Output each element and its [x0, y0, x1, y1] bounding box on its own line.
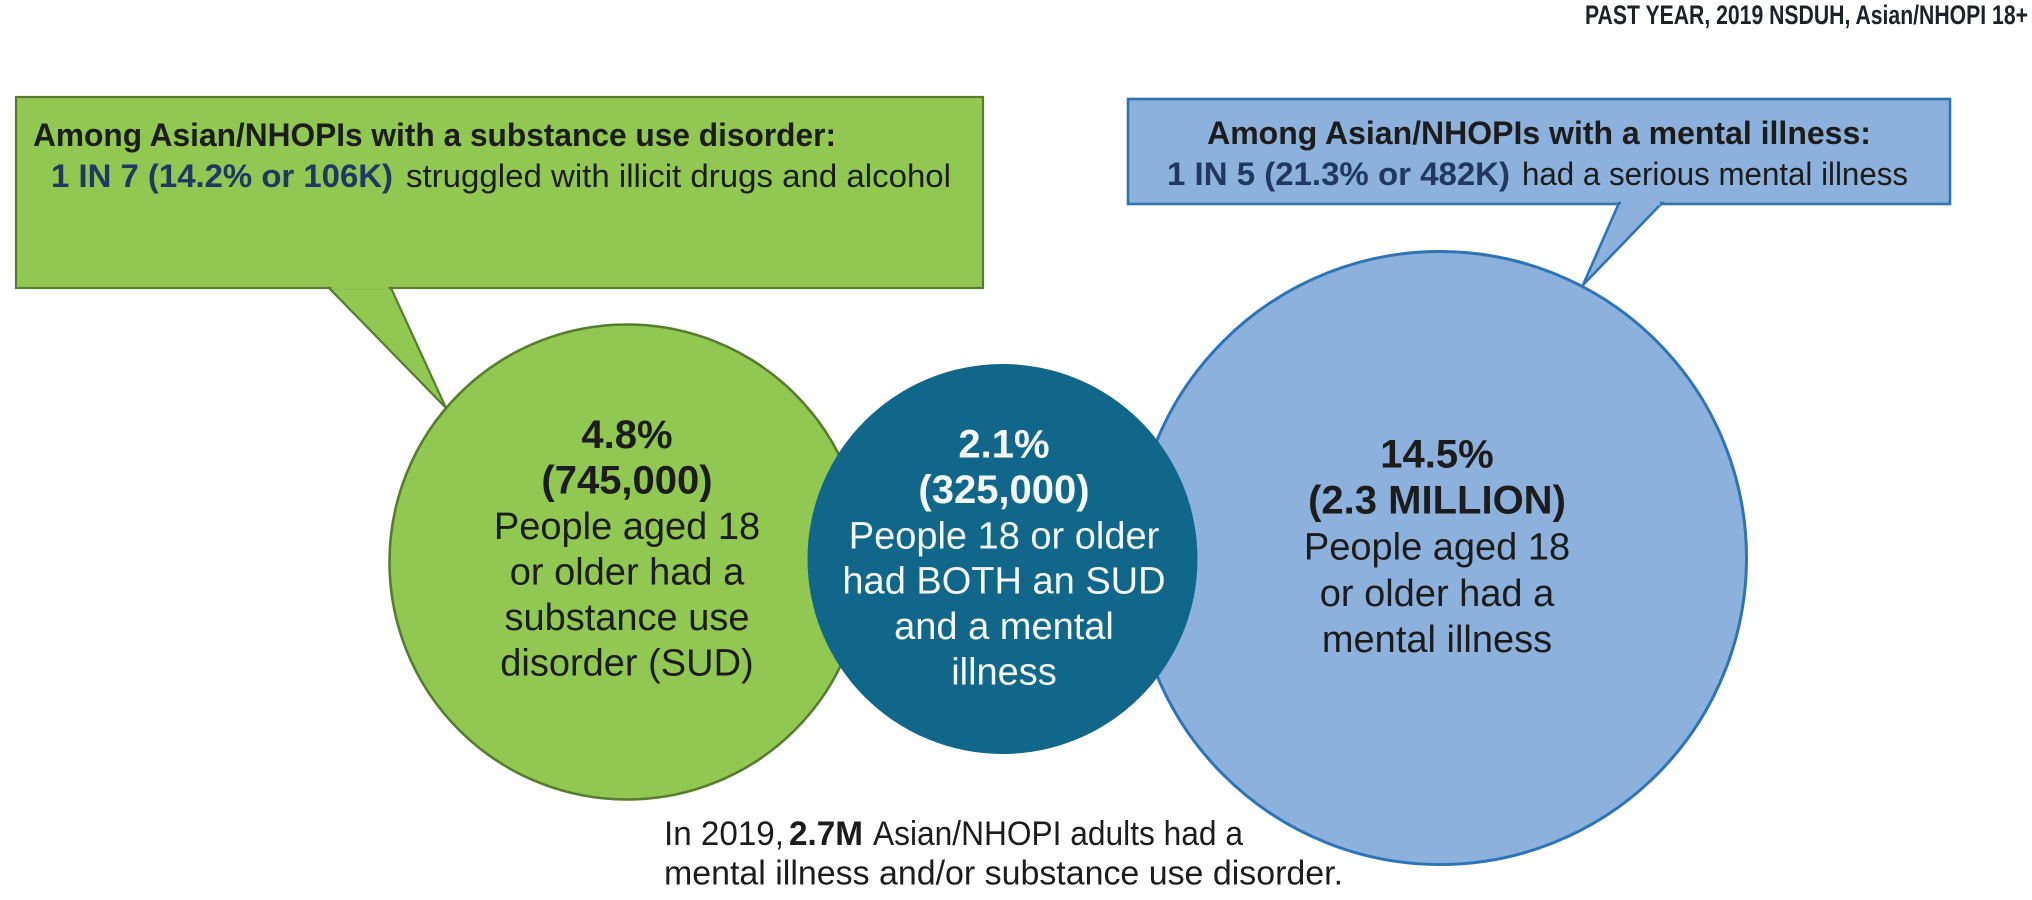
svg-text:Among Asian/NHOPIs with a ment: Among Asian/NHOPIs with a mental illness…: [1207, 115, 1871, 151]
svg-text:PAST YEAR, 2019 NSDUH, Asian/N: PAST YEAR, 2019 NSDUH, Asian/NHOPI 18+: [1585, 0, 2028, 30]
svg-text:2.7M: 2.7M: [789, 815, 863, 853]
svg-text:mental illness and/or substanc: mental illness and/or substance use diso…: [664, 855, 1343, 893]
svg-text:and a mental: and a mental: [894, 606, 1114, 648]
svg-text:1 IN 5 (21.3% or 482K): 1 IN 5 (21.3% or 482K): [1167, 156, 1510, 192]
svg-text:In 2019,: In 2019,: [664, 815, 784, 853]
svg-text:People aged 18: People aged 18: [1304, 527, 1570, 569]
svg-text:(745,000): (745,000): [541, 459, 712, 503]
svg-text:or older had a: or older had a: [510, 552, 745, 594]
svg-text:had a serious mental illness: had a serious mental illness: [1522, 156, 1908, 192]
svg-text:14.5%: 14.5%: [1380, 433, 1493, 477]
svg-text:substance use: substance use: [504, 597, 749, 639]
svg-text:had BOTH an SUD: had BOTH an SUD: [842, 561, 1165, 603]
svg-text:People 18 or older: People 18 or older: [849, 515, 1160, 557]
svg-text:People aged 18: People aged 18: [494, 506, 760, 548]
svg-text:2.1%: 2.1%: [958, 423, 1049, 467]
svg-text:Asian/NHOPI adults had a: Asian/NHOPI adults had a: [873, 815, 1243, 853]
svg-text:illness: illness: [951, 652, 1057, 694]
svg-text:(325,000): (325,000): [918, 468, 1089, 512]
svg-text:Among Asian/NHOPIs with a subs: Among Asian/NHOPIs with a substance use …: [33, 117, 836, 153]
svg-text:struggled with illicit drugs a: struggled with illicit drugs and alcohol: [406, 158, 951, 194]
svg-text:1 IN 7 (14.2% or 106K): 1 IN 7 (14.2% or 106K): [51, 158, 393, 194]
svg-text:mental illness: mental illness: [1322, 619, 1552, 661]
svg-text:disorder (SUD): disorder (SUD): [500, 643, 753, 685]
svg-text:4.8%: 4.8%: [581, 413, 672, 457]
svg-text:or older had a: or older had a: [1320, 573, 1555, 615]
svg-text:(2.3 MILLION): (2.3 MILLION): [1308, 479, 1566, 523]
